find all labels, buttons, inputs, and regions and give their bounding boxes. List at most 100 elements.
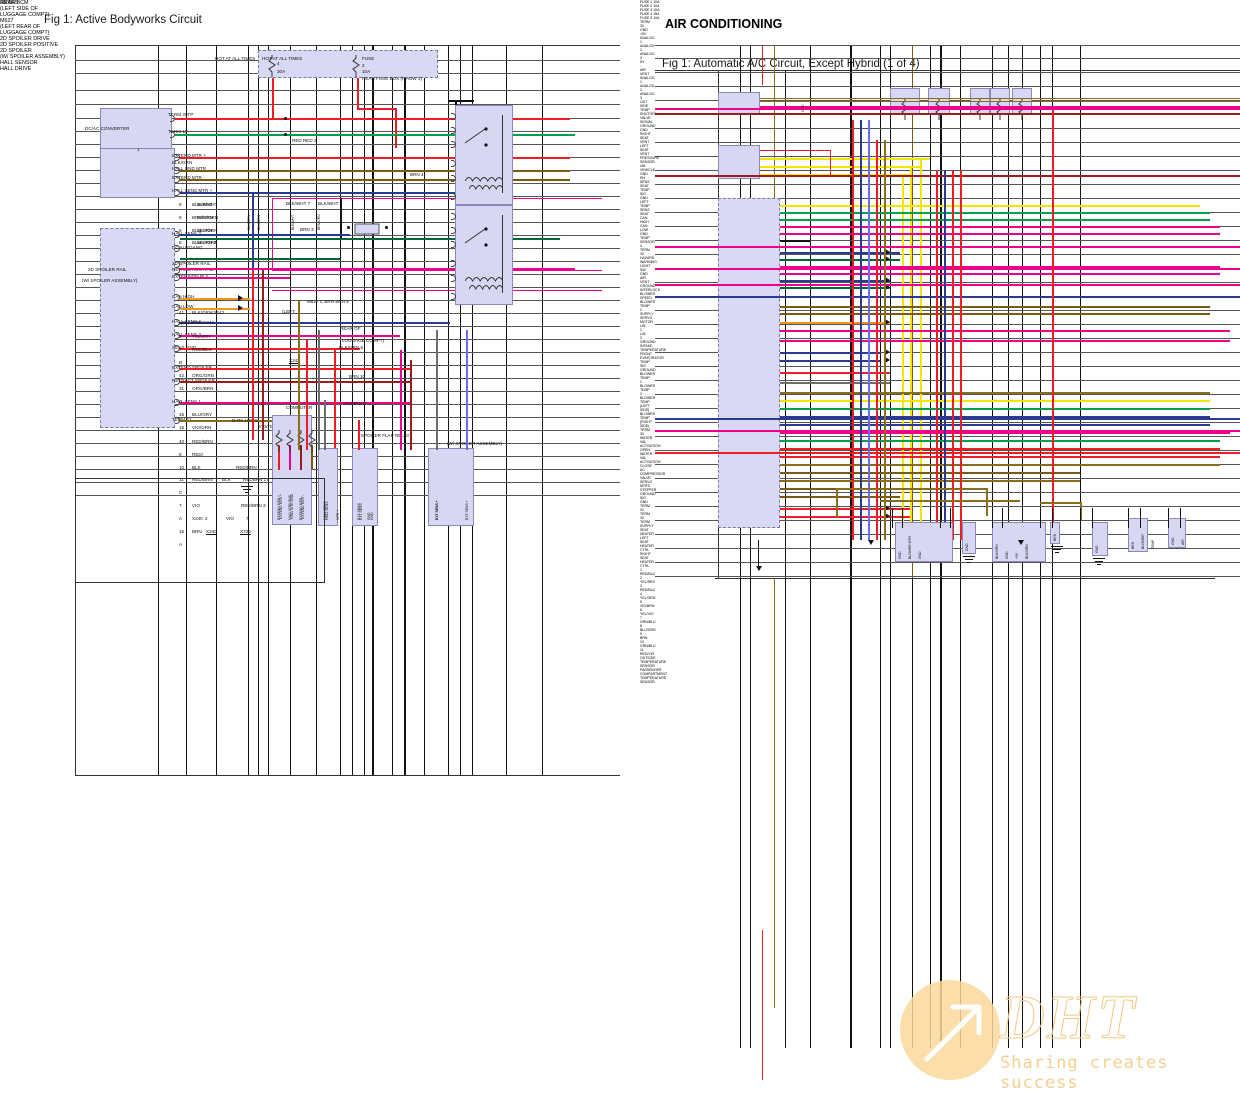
ac-rail-29 (655, 450, 1240, 451)
code-blu-grn: BLU/GRN (197, 228, 218, 233)
connector-drop-4 (311, 445, 313, 470)
ac-sensor1-line-2: TEMPERATURE (640, 660, 667, 664)
fuse-symbol-1 (268, 55, 276, 77)
ac-olive-route-4 (986, 488, 988, 516)
ac-drop-yellow-1 (920, 158, 922, 538)
relay-pin-2-6 (451, 293, 456, 300)
rail-horizontal (75, 313, 620, 314)
pin-code-18: RED/BRN (192, 477, 213, 482)
connector-drop-2 (289, 445, 291, 470)
ac-rail-7 (655, 142, 1240, 143)
mid-code-2: 2 (205, 516, 208, 521)
ac-rail-33 (655, 506, 1240, 507)
bcm-connector-13 (175, 399, 180, 406)
diagram-frame (75, 45, 620, 775)
ac-bottom-tick-1 (758, 540, 759, 570)
ground-symbol (240, 486, 254, 494)
ac-out-wire-9 (780, 266, 1220, 268)
bus-line-vertical (392, 45, 393, 775)
code-red-red-2: RED RED 2 (292, 138, 317, 143)
long-drop-6 (334, 348, 336, 448)
bcm-name-line-1: REAR BCM (0, 0, 29, 6)
ac-bottom-label-4-1: BRN (1053, 533, 1057, 541)
bus-line-vertical (340, 45, 341, 775)
rail-horizontal (75, 469, 620, 470)
connector-joint-1 (275, 430, 283, 452)
rail-horizontal (75, 391, 620, 392)
ac-pin-num-4: 4 (640, 592, 642, 596)
ac-tail-vertical-4 (850, 578, 852, 1048)
ac-cross-wire-5 (655, 268, 1240, 270)
pin-number-18: 11 (179, 477, 184, 482)
bus-line-vertical (460, 45, 461, 775)
rail-horizontal (75, 248, 620, 249)
relay-pin-1-2 (451, 127, 456, 134)
bcm-connector-8 (175, 319, 180, 326)
right-diagram-panel: AIR CONDITIONING Fig 1: Automatic A/C Ci… (640, 0, 1240, 1080)
ac-tail-vertical-7 (912, 578, 913, 1048)
bcm-note-spoiler-rail: 2D SPOILER RAIL (88, 267, 127, 272)
wire-hall-sens-4 (180, 322, 450, 324)
ac-bus-vertical-11 (960, 45, 961, 1045)
relay-coil-b-2 (469, 285, 503, 290)
connector-block-3 (352, 448, 378, 526)
rail-horizontal (75, 222, 620, 223)
ac-tail-olive (774, 578, 775, 1008)
ac-tail-vertical-5 (880, 578, 881, 1048)
wire-hall-sens-3 (180, 234, 350, 236)
relay-pin-2-1 (451, 213, 456, 220)
ac-bottom-block-3 (992, 522, 1046, 562)
ac-pin-code-6: YEL/VIO (640, 612, 654, 616)
ac-sensor1-line-3: SENSOR (640, 664, 655, 668)
ac-bus-red-top (762, 45, 763, 85)
pin-number-3: 5 (179, 228, 182, 233)
ac-bottom-vtick-8 (1080, 508, 1081, 528)
ac-out-wire-11 (780, 280, 890, 282)
ac-out-wire-8 (780, 259, 900, 261)
ac-pin-num-7: 7 (640, 616, 642, 620)
ac-tail-vertical-11 (992, 578, 993, 1048)
connector-drop-1 (278, 445, 280, 470)
bus-line-vertical (424, 45, 425, 775)
converter-connector-2 (170, 131, 175, 138)
ac-pin-num-3: 3 (640, 584, 642, 588)
pin-code-5: BLK/GRN/X242 (192, 310, 225, 315)
rail-horizontal (75, 443, 620, 444)
bcm-note-spoiler-assembly: (W/ SPOILER ASSEMBLY) (82, 278, 138, 283)
ac-bottom-label-3-2: GND (1005, 551, 1009, 559)
ac-rail-2 (655, 72, 1240, 73)
bus-line-vertical (404, 45, 406, 775)
bcm-name-line-2: (LEFT SIDE OF (0, 6, 38, 12)
bottom-label-hall-sensor: HALL SENSOR (0, 60, 38, 66)
ac-drop-yellow-2 (910, 166, 912, 546)
relay-pin-2-5 (451, 275, 456, 282)
ac-bus-vertical-7 (890, 45, 891, 1045)
arrow-icon (885, 319, 890, 325)
connector-drop-red (358, 420, 360, 450)
ac-fuse-label-5: FUSE 5 10A (640, 16, 660, 20)
ac-bus-vertical-4 (810, 45, 811, 1045)
mid-code-7: 7 (246, 516, 249, 521)
relay-internal-vert-1 (502, 115, 503, 193)
watermark: DHT Sharing creates success (895, 975, 1240, 1093)
ac-out-wire-36 (780, 496, 900, 498)
ac-out-wire-25 (780, 408, 1210, 410)
ac-bottom-label-3-4: BLK/GRN (1025, 544, 1029, 559)
ac-out-wire-19 (780, 352, 880, 354)
wire-hall-sens-down (252, 192, 254, 270)
ac-bottom-block-4 (1050, 522, 1060, 544)
rail-horizontal (75, 430, 620, 431)
ac-pin-code-5: VIO/BRN (640, 604, 655, 608)
ac-out-wire-1 (780, 205, 1200, 207)
bus-line-vertical (542, 45, 543, 775)
code-brn-10: BRN 10 (349, 374, 366, 379)
ac-out-wire-12 (780, 287, 890, 289)
conn-vlabel-h: EXT SENS + (465, 500, 469, 520)
ac-cross-wire-1 (655, 108, 1240, 110)
ac-tail-vertical-16 (1080, 578, 1081, 1048)
wire-hall-sens-mtr (180, 192, 470, 194)
bcm-connector-5 (175, 274, 180, 281)
pin-number-2: 9 (179, 215, 182, 220)
ac-out-wire-5 (780, 233, 1220, 235)
pin-number-15: 40 (179, 439, 185, 444)
